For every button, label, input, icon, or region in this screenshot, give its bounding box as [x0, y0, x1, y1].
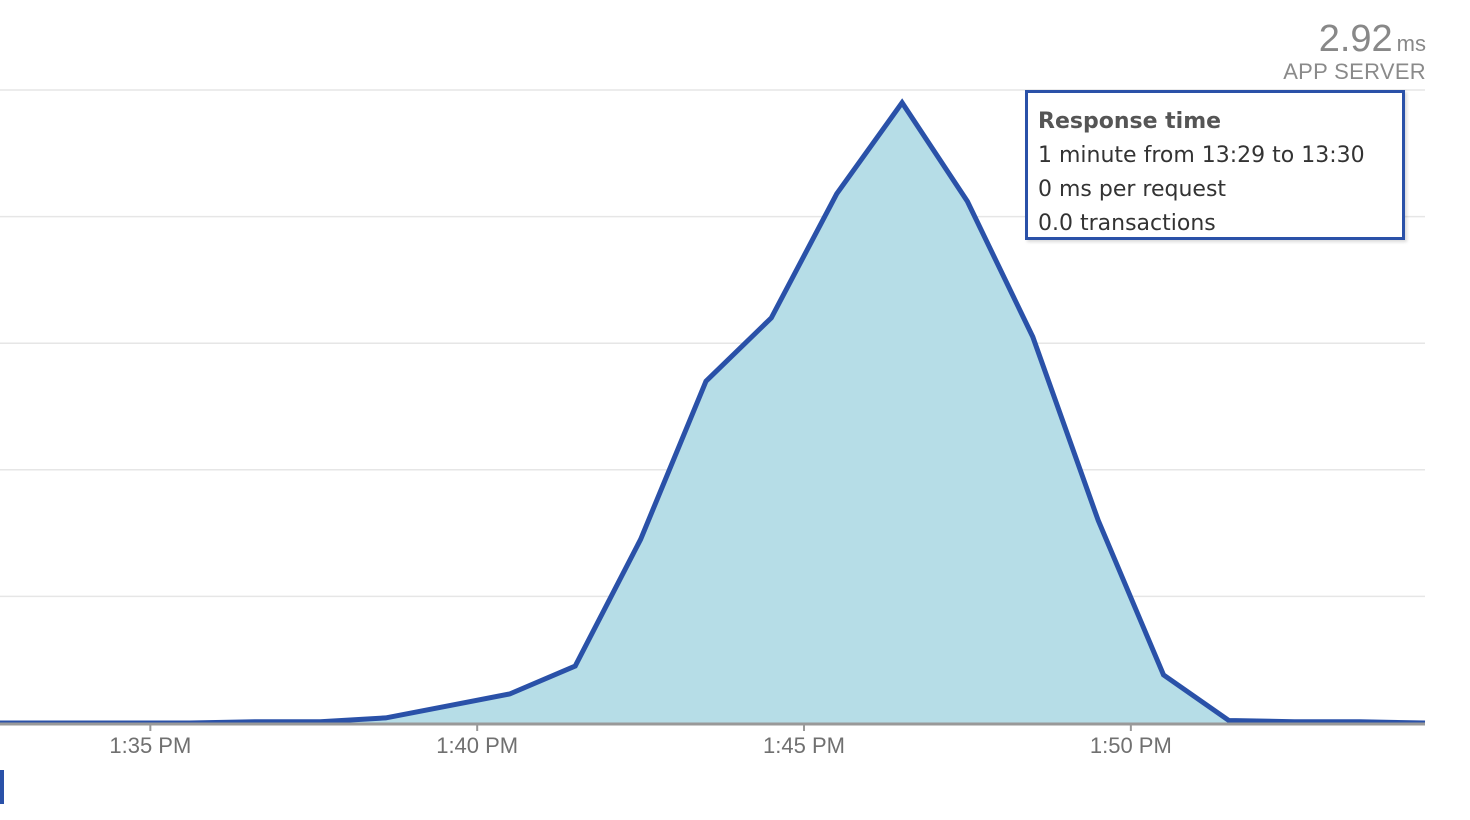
summary-value: 2.92: [1318, 18, 1393, 60]
data-point[interactable]: [1359, 721, 1361, 723]
series-area-fill: [0, 102, 1425, 723]
tooltip-line-per-request: 0 ms per request: [1038, 177, 1227, 202]
series-line[interactable]: [0, 98, 1426, 726]
data-point[interactable]: [770, 317, 772, 319]
data-point[interactable]: [574, 665, 576, 667]
data-point[interactable]: [254, 721, 256, 723]
tooltip-line-range: 1 minute from 13:29 to 13:30: [1038, 143, 1365, 168]
x-tick-label: 1:50 PM: [1090, 733, 1172, 758]
data-point[interactable]: [1293, 721, 1295, 723]
data-point[interactable]: [901, 102, 903, 104]
x-tick-label: 1:45 PM: [763, 733, 845, 758]
data-point[interactable]: [1032, 336, 1034, 338]
data-point[interactable]: [509, 693, 511, 695]
data-point[interactable]: [385, 717, 387, 719]
chart-tooltip: Response time 1 minute from 13:29 to 13:…: [1025, 90, 1405, 240]
summary-label: APP SERVER: [1283, 59, 1426, 84]
area-layer: [0, 98, 1426, 726]
summary-unit: ms: [1396, 31, 1426, 56]
x-tick-label: 1:40 PM: [436, 733, 518, 758]
tooltip-line-transactions: 0.0 transactions: [1038, 211, 1216, 236]
data-point[interactable]: [1097, 519, 1099, 521]
data-point[interactable]: [836, 193, 838, 195]
data-point[interactable]: [705, 380, 707, 382]
data-point[interactable]: [1228, 720, 1230, 722]
x-tick-label: 1:35 PM: [109, 733, 191, 758]
data-point[interactable]: [1163, 674, 1165, 676]
range-selector-handle[interactable]: [0, 770, 4, 804]
data-point[interactable]: [450, 704, 452, 706]
data-point[interactable]: [640, 538, 642, 540]
data-point[interactable]: [966, 200, 968, 202]
tooltip-title: Response time: [1038, 109, 1222, 134]
summary-metric: 2.92 ms APP SERVER: [1283, 18, 1426, 84]
data-point[interactable]: [319, 721, 321, 723]
x-axis: 1:35 PM 1:40 PM 1:45 PM 1:50 PM: [0, 722, 1425, 758]
